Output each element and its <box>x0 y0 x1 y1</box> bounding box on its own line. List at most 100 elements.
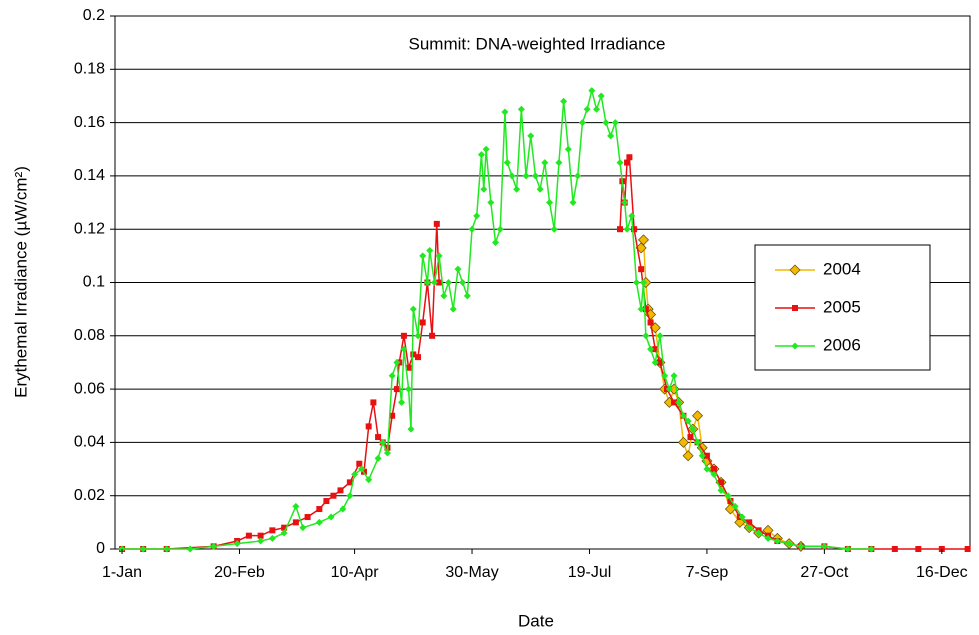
marker <box>746 519 753 526</box>
marker <box>426 247 434 255</box>
marker <box>684 417 692 425</box>
marker <box>210 542 218 550</box>
y-tick-label: 0.12 <box>74 220 105 237</box>
marker <box>496 225 504 233</box>
marker <box>694 438 702 446</box>
marker <box>560 97 568 105</box>
marker <box>564 145 572 153</box>
marker <box>459 279 467 286</box>
marker <box>477 151 485 159</box>
x-tick-label: 1-Jan <box>102 564 142 581</box>
marker <box>637 305 645 313</box>
marker <box>487 199 495 207</box>
marker <box>652 346 659 353</box>
marker <box>536 185 544 193</box>
y-tick-label: 0.08 <box>74 327 105 344</box>
marker <box>640 279 648 286</box>
marker <box>675 398 683 406</box>
marker <box>642 306 649 313</box>
y-tick-label: 0.2 <box>83 7 105 24</box>
marker <box>602 119 610 127</box>
legend-label: 2004 <box>823 259 861 278</box>
marker <box>670 372 678 380</box>
marker <box>435 252 443 260</box>
marker <box>374 454 382 462</box>
marker <box>346 479 353 486</box>
series <box>118 87 875 553</box>
marker <box>661 372 669 380</box>
marker <box>508 172 516 180</box>
marker <box>375 434 382 441</box>
marker <box>365 423 372 430</box>
marker <box>269 527 276 534</box>
marker <box>574 172 582 180</box>
marker <box>468 225 476 233</box>
marker <box>257 532 264 539</box>
legend-marker <box>791 342 799 350</box>
marker <box>433 220 440 227</box>
marker <box>379 438 387 446</box>
marker <box>292 519 299 526</box>
marker <box>651 358 659 366</box>
y-axis-label: Erythemal Irradiance (µW/cm²) <box>11 166 30 398</box>
marker <box>583 105 591 113</box>
marker <box>513 185 521 193</box>
marker <box>407 425 415 433</box>
marker <box>430 279 438 286</box>
x-tick-label: 20-Feb <box>214 564 265 581</box>
marker <box>665 385 673 393</box>
marker <box>820 542 828 550</box>
marker <box>588 87 596 95</box>
marker <box>454 265 462 273</box>
marker <box>503 159 511 167</box>
marker <box>773 537 781 545</box>
marker <box>550 225 558 233</box>
x-tick-label: 7-Sep <box>686 564 729 581</box>
marker <box>445 279 453 286</box>
marker <box>330 492 337 499</box>
marker <box>611 119 619 127</box>
marker <box>710 470 718 478</box>
marker <box>163 545 171 553</box>
marker <box>346 492 354 500</box>
marker <box>337 487 344 494</box>
marker <box>327 513 335 521</box>
y-tick-label: 0.16 <box>74 114 105 131</box>
marker <box>623 225 631 233</box>
marker <box>257 537 265 545</box>
marker <box>339 505 347 513</box>
x-tick-label: 30-May <box>445 564 498 581</box>
marker <box>626 154 633 161</box>
marker <box>710 466 717 473</box>
x-tick-label: 27-Oct <box>800 564 849 581</box>
marker <box>541 159 549 167</box>
marker <box>671 399 678 406</box>
marker <box>186 545 194 553</box>
marker <box>389 412 396 419</box>
marker <box>569 199 577 207</box>
marker <box>679 412 687 420</box>
marker <box>393 358 401 366</box>
marker <box>383 449 391 457</box>
marker <box>755 529 763 537</box>
marker <box>292 502 300 510</box>
marker <box>677 436 689 448</box>
marker <box>415 354 422 361</box>
marker <box>351 470 359 478</box>
y-tick-label: 0.18 <box>74 61 105 78</box>
y-tick-label: 0.04 <box>74 434 105 451</box>
x-tick-label: 10-Apr <box>331 564 380 581</box>
marker <box>280 529 288 537</box>
chart-title: Summit: DNA-weighted Irradiance <box>409 34 666 53</box>
marker <box>245 532 252 539</box>
marker <box>440 292 448 300</box>
marker <box>682 450 694 462</box>
marker <box>463 292 471 300</box>
marker <box>638 234 649 246</box>
marker <box>449 305 457 313</box>
marker <box>527 132 535 140</box>
marker <box>647 345 655 353</box>
marker <box>616 159 624 167</box>
marker <box>555 159 563 167</box>
